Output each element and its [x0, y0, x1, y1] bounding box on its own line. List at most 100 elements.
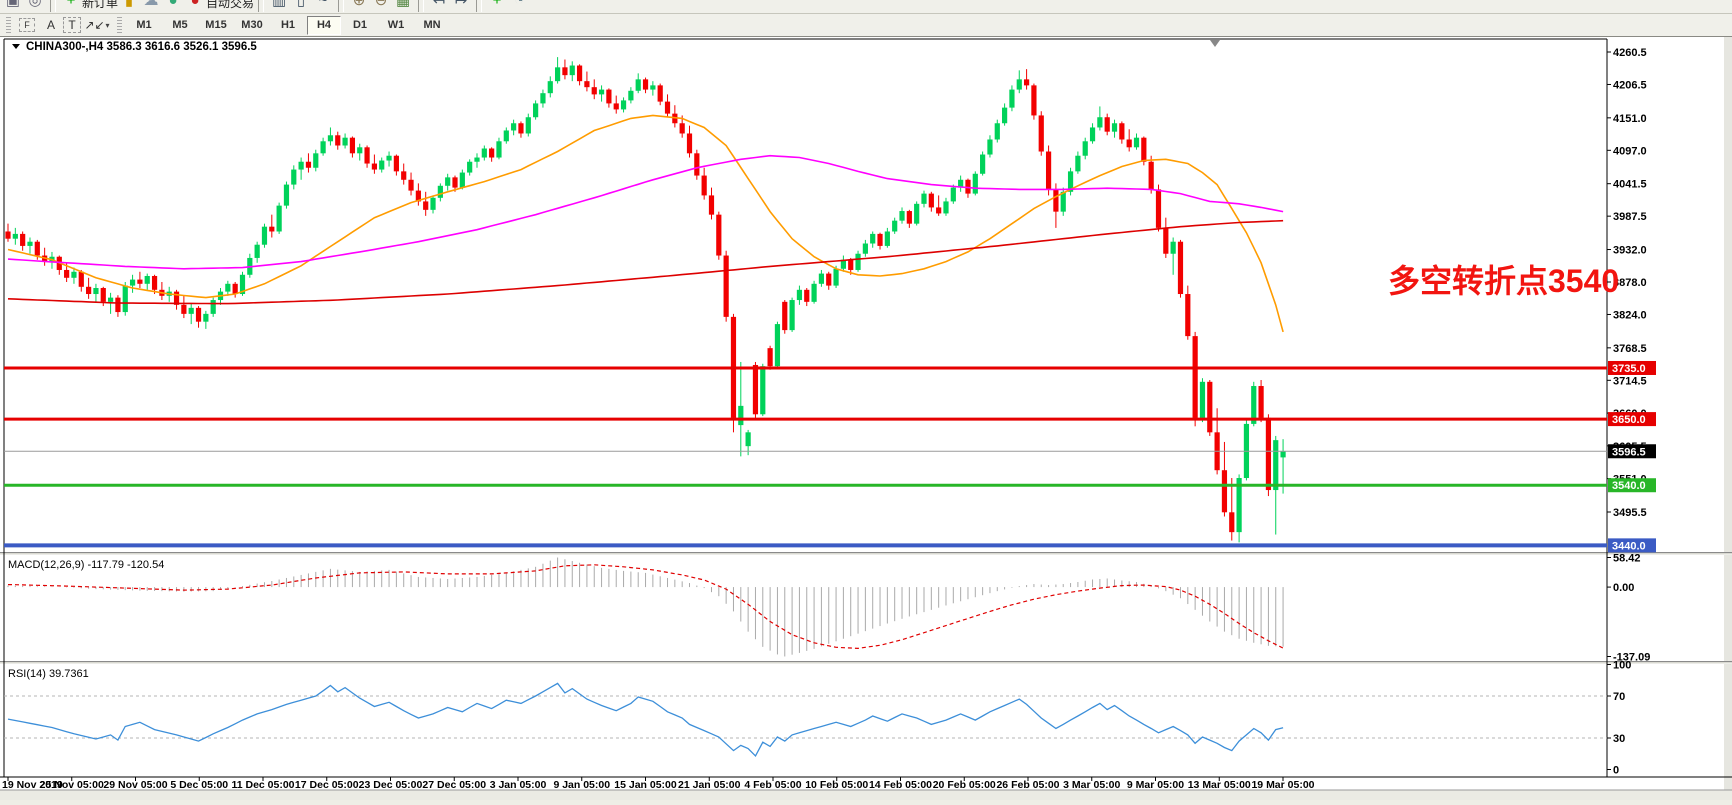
globe-icon[interactable]: ● [168, 0, 178, 9]
symbol-title: CHINA300-,H4 3586.3 3616.6 3526.1 3596.5 [12, 41, 257, 53]
autotrade-icon-label[interactable]: 自动交易 [206, 0, 255, 10]
toolbar-separator [476, 0, 483, 12]
chart-window: 4260.5 4206.5 4151.0 4097.0 4041.5 3987.5 3932… [0, 37, 1732, 800]
svg-text:CHINA300-,H4 3586.3 3616.6 35: CHINA300-,H4 3586.3 3616.6 3526.1 3596.5 [26, 41, 257, 53]
bar-chart-icon[interactable]: ▥ [271, 0, 287, 9]
text-label-tool-icon[interactable]: A [46, 18, 55, 32]
svg-text:9 Jan 05:00: 9 Jan 05:00 [553, 779, 610, 791]
svg-text:-137.09: -137.09 [1613, 652, 1650, 664]
svg-text:3878.0: 3878.0 [1613, 277, 1647, 289]
text-box-tool-icon[interactable]: T [63, 17, 81, 33]
tab-timeframe-d1[interactable]: D1 [352, 19, 368, 31]
svg-text:20 Feb 05:00: 20 Feb 05:00 [933, 779, 996, 791]
toolbar-drag-handle[interactable] [6, 17, 11, 33]
magnifier-icon[interactable]: ◎ [28, 0, 42, 9]
new-order-icon-label[interactable]: 新订单 [82, 0, 119, 10]
svg-text:3 Mar 05:00: 3 Mar 05:00 [1063, 779, 1120, 791]
macd-signal-line [7, 564, 1284, 650]
svg-text:3824.0: 3824.0 [1613, 309, 1647, 321]
shift-right-icon[interactable]: ↦ [454, 0, 468, 9]
toolbar-drag-handle[interactable] [117, 17, 122, 33]
grid-tool-icon[interactable]: F [19, 18, 35, 32]
svg-text:0: 0 [1613, 765, 1619, 777]
svg-text:13 Mar 05:00: 13 Mar 05:00 [1188, 779, 1251, 791]
macd-label: MACD(12,26,9) -117.79 -120.54 [8, 559, 164, 571]
price-badge-3540.0: 3540.0 [1608, 478, 1656, 493]
svg-text:3714.5: 3714.5 [1613, 375, 1647, 387]
svg-text:11 Dec 05:00: 11 Dec 05:00 [231, 779, 294, 791]
svg-text:58.42: 58.42 [1613, 553, 1641, 565]
arrows-tool-icon[interactable]: ↗↙ ▾ [81, 15, 113, 35]
svg-text:27 Dec 05:00: 27 Dec 05:00 [422, 779, 486, 791]
timeframe-buttons: M1 M5 M15 M30 H1 H4 D1 W1 MN [126, 15, 450, 35]
autotrade-icon[interactable]: ● [190, 0, 200, 9]
svg-text:5 Dec 05:00: 5 Dec 05:00 [170, 779, 228, 791]
rsi-label: RSI(14) 39.7361 [8, 668, 89, 680]
arrows-glyph: ↗↙ [84, 18, 105, 32]
toolbar-main: ▣ ◎ + 新订单 ▮ ☁ ● ● 自动交易 ▥ ▯ ~ ⊕ ⊖ ▦ ↤ ↦ + ◔ [0, 0, 1732, 14]
svg-text:4097.0: 4097.0 [1613, 145, 1647, 157]
svg-text:4151.0: 4151.0 [1613, 113, 1647, 125]
svg-text:3440.0: 3440.0 [1612, 540, 1646, 552]
svg-text:23 Dec 05:00: 23 Dec 05:00 [359, 779, 423, 791]
tab-timeframe-m30[interactable]: M30 [241, 19, 263, 31]
cylinder-icon[interactable]: ▮ [124, 0, 134, 9]
clock-icon[interactable]: ◔ [514, 0, 524, 9]
candle-chart-icon[interactable]: ▯ [296, 0, 306, 9]
svg-text:17 Dec 05:00: 17 Dec 05:00 [295, 779, 359, 791]
price-badge-3735.0: 3735.0 [1608, 360, 1656, 375]
ma-mid-magenta [7, 154, 1284, 270]
svg-text:30: 30 [1613, 733, 1625, 745]
svg-text:19 Mar 05:00: 19 Mar 05:00 [1251, 779, 1314, 791]
tab-timeframe-h1[interactable]: H1 [280, 19, 296, 31]
svg-text:26 Feb 05:00: 26 Feb 05:00 [996, 779, 1059, 791]
chart-shift-marker[interactable] [1210, 40, 1220, 47]
tab-timeframe-w1[interactable]: W1 [387, 19, 405, 31]
ma-slow-red [7, 219, 1284, 305]
svg-text:3987.5: 3987.5 [1613, 211, 1647, 223]
new-order-icon[interactable]: + [66, 0, 76, 9]
svg-text:4206.5: 4206.5 [1613, 79, 1647, 91]
cloud-icon[interactable]: ☁ [143, 0, 159, 9]
svg-text:15 Jan 05:00: 15 Jan 05:00 [614, 779, 677, 791]
svg-text:3540.0: 3540.0 [1612, 480, 1646, 492]
svg-text:3768.5: 3768.5 [1613, 343, 1647, 355]
window-bottom-edge [0, 790, 1732, 800]
svg-text:3596.5: 3596.5 [1612, 446, 1646, 458]
toolbar-timeframes: F A T ↗↙ ▾ M1 M5 M15 M30 H1 H4 D1 W1 MN [0, 14, 1732, 37]
toolbar-separator [50, 0, 56, 12]
shift-left-icon[interactable]: ↤ [432, 0, 446, 9]
svg-text:3735.0: 3735.0 [1612, 363, 1646, 375]
svg-text:3 Jan 05:00: 3 Jan 05:00 [490, 779, 547, 791]
tab-timeframe-m5[interactable]: M5 [172, 19, 188, 31]
price-badge-3650.0: 3650.0 [1608, 412, 1656, 427]
toolbar-separator [418, 0, 425, 12]
window-right-edge [1724, 37, 1732, 800]
tab-timeframe-h4[interactable]: H4 [307, 15, 341, 35]
tab-timeframe-m15[interactable]: M15 [205, 19, 227, 31]
window-icon[interactable]: ▣ [5, 0, 21, 9]
svg-text:21 Jan 05:00: 21 Jan 05:00 [678, 779, 741, 791]
chart-area[interactable]: 4260.5 4206.5 4151.0 4097.0 4041.5 3987.5 3932… [0, 37, 1732, 800]
zoom-in-icon[interactable]: ⊕ [352, 0, 366, 9]
svg-text:4041.5: 4041.5 [1613, 179, 1647, 191]
svg-text:9 Mar 05:00: 9 Mar 05:00 [1127, 779, 1184, 791]
svg-text:70: 70 [1613, 691, 1625, 703]
svg-text:14 Feb 05:00: 14 Feb 05:00 [869, 779, 932, 791]
svg-text:10 Feb 05:00: 10 Feb 05:00 [805, 779, 868, 791]
add-indicator-icon[interactable]: + [492, 0, 502, 9]
price-scale: 4260.5 4206.5 4151.0 4097.0 4041.5 3987.5 3932… [1607, 47, 1656, 553]
svg-text:4 Feb 05:00: 4 Feb 05:00 [744, 779, 801, 791]
svg-text:25 Nov 05:00: 25 Nov 05:00 [40, 779, 104, 791]
tile-windows-icon[interactable]: ▦ [395, 0, 411, 9]
chevron-down-icon: ▾ [105, 20, 110, 30]
macd-panel: MACD(12,26,9) -117.79 -120.54 58.42 0.00 -1… [7, 553, 1650, 664]
tab-timeframe-m1[interactable]: M1 [136, 19, 152, 31]
annotation-text[interactable]: 多空转折点3540 [1388, 263, 1619, 299]
zoom-out-icon[interactable]: ⊖ [374, 0, 388, 9]
tab-timeframe-mn[interactable]: MN [423, 19, 441, 31]
svg-text:3932.0: 3932.0 [1613, 245, 1647, 257]
rsi-panel: RSI(14) 39.7361 100 70 30 0 [4, 660, 1631, 777]
line-chart-icon[interactable]: ~ [318, 0, 328, 9]
